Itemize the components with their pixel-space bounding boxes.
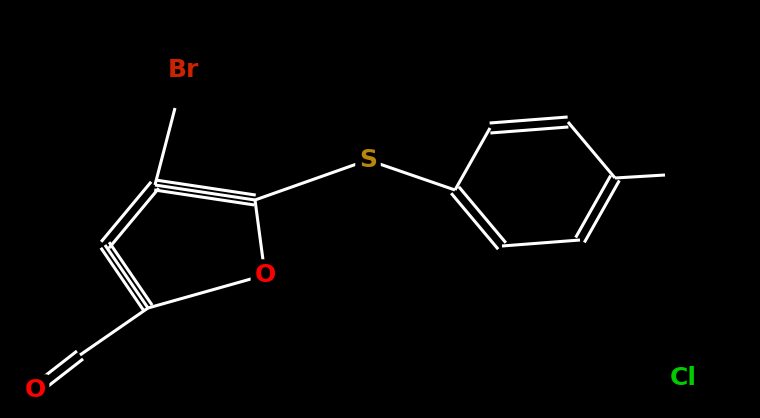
Text: S: S (359, 148, 377, 172)
Text: Br: Br (167, 58, 198, 82)
Text: Cl: Cl (670, 366, 696, 390)
Text: O: O (24, 378, 46, 402)
Text: O: O (255, 263, 276, 287)
